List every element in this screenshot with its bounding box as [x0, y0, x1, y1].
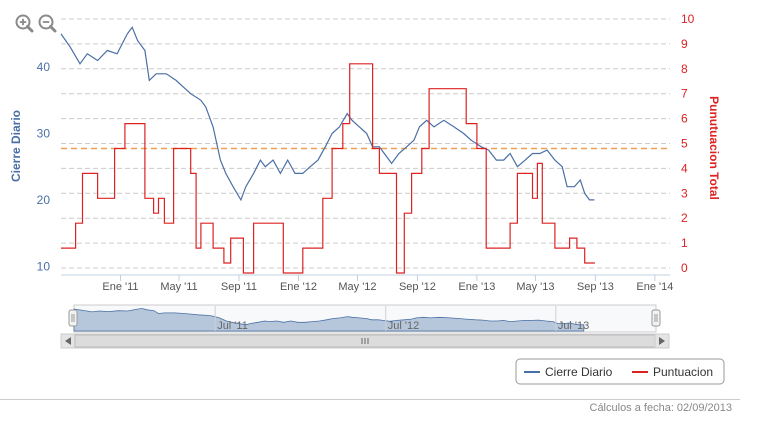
legend-item-puntuacion[interactable]: Puntuacion [632, 365, 713, 379]
navigator-handle-right[interactable] [651, 309, 661, 327]
y-right-tick-label: 1 [681, 236, 688, 250]
y-right-tick-label: 4 [681, 161, 688, 175]
legend-label-puntuacion: Puntuacion [653, 365, 713, 379]
y-right-tick-label: 8 [681, 62, 688, 76]
y-axis-left: 10 20 30 40 [37, 60, 51, 273]
navigator[interactable]: Jul '11 Jul '12 Jul '13 [68, 304, 661, 333]
legend-item-cierre[interactable]: Cierre Diario [524, 365, 613, 379]
y-right-tick-label: 0 [681, 261, 688, 275]
x-tick-label: Ene '13 [458, 281, 495, 293]
navigator-series-area [73, 308, 585, 332]
x-tick-label: Sep '12 [399, 281, 436, 293]
y-axis-right: 0 1 2 3 4 5 6 7 8 9 10 [681, 12, 695, 275]
zoom-in-icon[interactable] [15, 14, 34, 33]
legend: Cierre Diario Puntuacion [515, 358, 725, 385]
scrollbar-left-arrow[interactable] [60, 333, 76, 349]
y-right-tick-label: 10 [681, 12, 695, 26]
navigator-handle-left[interactable] [68, 309, 78, 327]
legend-box [515, 358, 725, 385]
x-tick-label: Ene '11 [102, 281, 138, 293]
navigator-tick-label: Jul '13 [558, 320, 589, 332]
navigator-tick-label: Jul '11 [217, 320, 248, 332]
legend-label-cierre: Cierre Diario [545, 365, 613, 379]
zoom-out-icon[interactable] [38, 14, 57, 33]
scrollbar[interactable] [60, 333, 670, 349]
scrollbar-right-arrow[interactable] [654, 333, 670, 349]
y-right-tick-label: 7 [681, 87, 688, 101]
y-right-tick-label: 2 [681, 211, 688, 225]
x-tick-label: Sep '11 [221, 281, 257, 293]
footer-date: Cálculos a fecha: 02/09/2013 [589, 402, 733, 414]
y-right-tick-label: 3 [681, 186, 688, 200]
y-right-tick-label: 6 [681, 112, 688, 126]
y-right-tick-label: 5 [681, 137, 688, 151]
x-tick-label: Sep '13 [577, 281, 614, 293]
y-left-tick-label: 10 [37, 259, 51, 273]
footer-divider [0, 399, 740, 400]
y-axis-left-title: Cierre Diario [9, 110, 23, 182]
navigator-labels: Jul '11 Jul '12 Jul '13 [214, 306, 589, 332]
x-axis: Ene '11 May '11 Sep '11 Ene '12 May '12 Sep '… [102, 275, 673, 293]
x-tick-label: May '12 [338, 281, 376, 293]
gridlines [61, 18, 670, 269]
y-left-tick-label: 20 [37, 193, 51, 207]
series-line-cierre-diario [60, 26, 595, 202]
navigator-tick-label: Jul '12 [388, 320, 419, 332]
y-left-tick-label: 30 [37, 127, 51, 141]
x-tick-label: May '13 [516, 281, 554, 293]
x-tick-label: Ene '14 [636, 281, 673, 293]
series-line-puntuacion [61, 63, 595, 274]
x-tick-label: Ene '12 [280, 281, 317, 293]
y-left-tick-label: 40 [37, 60, 51, 74]
series-layer [60, 26, 595, 274]
x-tick-label: May '11 [160, 281, 197, 293]
scrollbar-grip-icon [361, 338, 369, 344]
y-axis-right-title: Punutuacion Total [707, 96, 721, 200]
y-right-tick-label: 9 [681, 37, 688, 51]
